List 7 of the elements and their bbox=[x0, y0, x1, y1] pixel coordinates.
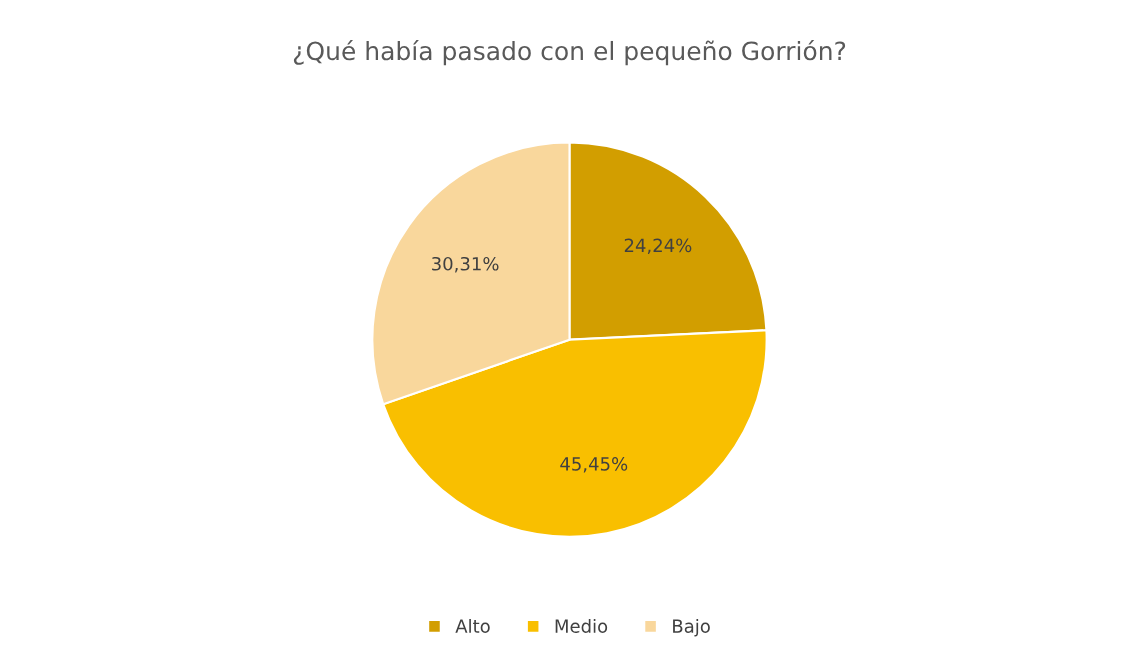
chart-title: ¿Qué había pasado con el pequeño Gorrión? bbox=[293, 39, 846, 66]
data-label: 30,31% bbox=[432, 256, 499, 273]
data-label: 24,24% bbox=[624, 238, 692, 254]
legend-label: Medio bbox=[555, 618, 608, 633]
legend-label: Bajo bbox=[673, 618, 710, 637]
legend-label: Alto bbox=[455, 618, 490, 633]
data-label: 45,45% bbox=[560, 457, 628, 473]
